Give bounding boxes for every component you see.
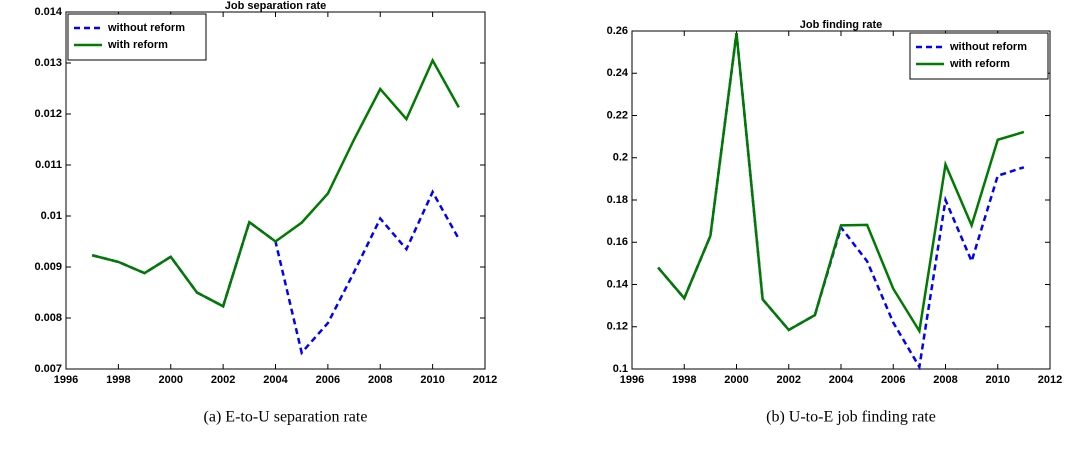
y-tick-label: 0.16	[607, 236, 628, 248]
plot-area	[65, 11, 486, 370]
series-line	[657, 32, 1025, 335]
y-tick-label: 0.14	[607, 278, 629, 290]
y-tick-label: 0.12	[607, 321, 628, 333]
x-tick-label: 2008	[368, 374, 392, 386]
legend-box	[909, 32, 1049, 80]
x-tick-label: 2000	[159, 374, 183, 386]
y-tick-label: 0.008	[34, 312, 62, 324]
y-tick-label: 0.014	[34, 6, 62, 18]
x-tick-label: 2004	[829, 374, 854, 386]
y-tick-label: 0.26	[607, 25, 628, 37]
chart-title: Job separation rate	[225, 0, 326, 12]
y-tick-label: 0.01	[41, 210, 62, 222]
y-tick-label: 0.007	[34, 363, 62, 375]
x-tick-label: 2002	[211, 374, 235, 386]
caption: (b) U-to-E job finding rate	[766, 409, 936, 426]
x-tick-label: 2010	[986, 374, 1010, 386]
legend-label: without reform	[107, 22, 185, 34]
chart-title: Job finding rate	[800, 19, 883, 31]
y-tick-label: 0.012	[34, 108, 62, 120]
caption: (a) E-to-U separation rate	[204, 409, 368, 426]
y-tick-label: 0.2	[613, 152, 628, 164]
y-tick-label: 0.22	[607, 109, 628, 121]
x-tick-label: 2006	[316, 374, 340, 386]
y-tick-label: 0.18	[607, 194, 628, 206]
x-tick-label: 2012	[473, 374, 497, 386]
x-tick-label: 1996	[620, 374, 644, 386]
legend-label: without reform	[949, 41, 1027, 53]
y-tick-label: 0.011	[35, 159, 62, 171]
x-tick-label: 2002	[777, 374, 801, 386]
x-tick-label: 2000	[724, 374, 748, 386]
series-line	[91, 57, 460, 309]
x-tick-label: 2010	[420, 374, 444, 386]
x-tick-label: 2008	[933, 374, 957, 386]
legend-box	[67, 13, 207, 61]
x-tick-label: 1996	[54, 374, 78, 386]
x-tick-label: 2012	[1038, 374, 1062, 386]
y-tick-label: 0.24	[607, 67, 629, 79]
y-tick-label: 0.013	[34, 57, 62, 69]
y-tick-label: 0.009	[34, 261, 62, 273]
x-tick-label: 1998	[106, 374, 130, 386]
legend-label: with reform	[107, 39, 168, 51]
x-tick-label: 1998	[672, 374, 696, 386]
x-tick-label: 2006	[881, 374, 905, 386]
plot-area	[631, 30, 1051, 370]
y-tick-label: 0.1	[613, 363, 628, 375]
x-tick-label: 2004	[263, 374, 288, 386]
legend-label: with reform	[949, 58, 1010, 70]
